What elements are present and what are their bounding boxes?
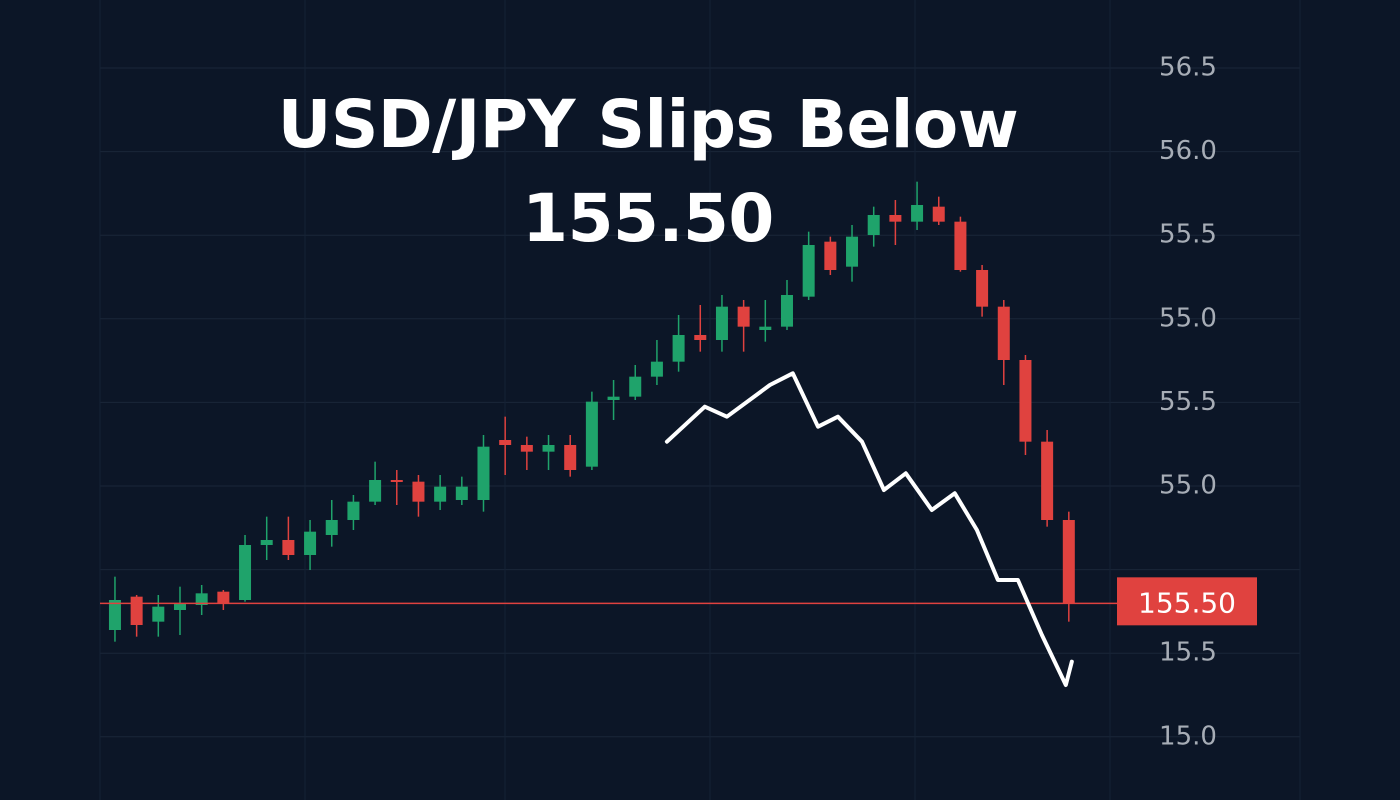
candle-body	[477, 446, 490, 500]
candle-body	[282, 540, 295, 555]
price-tag	[1117, 577, 1257, 626]
candle-body	[390, 480, 403, 482]
candle-body	[173, 603, 186, 610]
y-tick-label: 55.5	[1159, 220, 1217, 250]
candle-body	[1019, 360, 1032, 442]
candle-body	[824, 241, 837, 270]
candle-body	[260, 540, 273, 545]
candle-body	[1041, 441, 1054, 520]
candle-body	[130, 596, 143, 625]
candle-body	[889, 215, 902, 222]
candle-body	[715, 306, 728, 340]
candle-body	[694, 335, 707, 340]
candle-body	[780, 295, 793, 327]
candle-body	[997, 306, 1010, 360]
candle-body	[412, 481, 425, 502]
candle-body	[976, 270, 989, 307]
trend-line	[664, 371, 1074, 687]
y-axis: 56.5 56.0 55.5 55.0 55.5 55.0 15.5 15.0 155.50	[1117, 53, 1257, 751]
candle-body	[954, 221, 967, 270]
grid	[99, 0, 1301, 800]
y-tick-label: 15.0	[1159, 721, 1217, 751]
candle-body	[152, 606, 165, 622]
candle-body	[304, 531, 317, 555]
candle-body	[499, 440, 512, 445]
candle-body	[629, 376, 642, 397]
candle-body	[347, 501, 360, 520]
candle-body	[802, 245, 815, 297]
candle-body	[607, 396, 620, 400]
y-tick-label: 15.5	[1159, 638, 1217, 668]
candle-body	[564, 445, 577, 470]
y-tick-label: 55.0	[1159, 303, 1217, 333]
candle-body	[195, 593, 208, 605]
candle-body	[434, 486, 447, 502]
price-tag-label: 155.50	[1138, 586, 1236, 619]
candle-body	[520, 445, 533, 452]
candle-body	[737, 306, 750, 327]
plot	[100, 181, 1117, 687]
candle-body	[369, 480, 382, 502]
candle-body	[217, 591, 230, 604]
candle-body	[325, 520, 338, 535]
candle-body	[650, 361, 663, 377]
y-tick-label: 56.0	[1159, 136, 1217, 166]
y-tick-label: 55.5	[1159, 387, 1217, 417]
candle-body	[867, 215, 880, 235]
candle-body	[846, 236, 859, 267]
candle-body	[108, 600, 121, 630]
candle-body	[759, 326, 772, 330]
chart-title: USD/JPY Slips Below 155.50	[277, 86, 1019, 257]
candle-body	[455, 486, 468, 500]
candle-body	[672, 335, 685, 362]
candle-body	[911, 205, 924, 222]
y-tick-label: 56.5	[1159, 53, 1217, 83]
candle-body	[932, 206, 945, 222]
candle-body	[239, 545, 252, 600]
candle-body	[585, 401, 598, 467]
candle-body	[542, 445, 555, 452]
candle-body	[1062, 520, 1075, 604]
y-tick-label: 55.0	[1159, 471, 1217, 501]
